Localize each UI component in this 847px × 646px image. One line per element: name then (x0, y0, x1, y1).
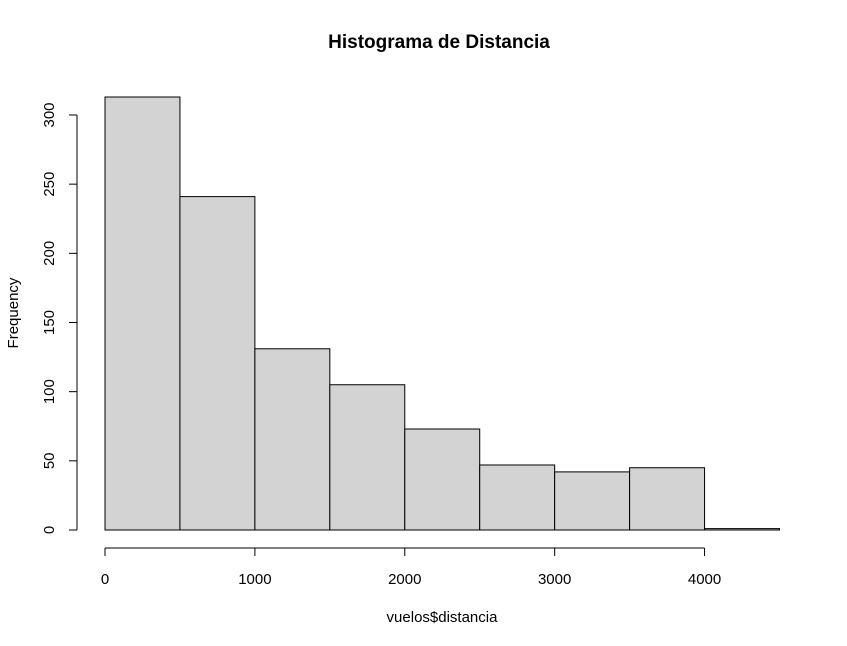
y-tick-label-0: 0 (41, 526, 58, 534)
y-tick-label-1: 50 (41, 452, 58, 469)
histogram-bar-1 (179, 196, 256, 531)
y-axis-label: Frequency (5, 277, 22, 348)
x-tick-label-2: 2000 (388, 571, 421, 588)
y-tick-label-5: 250 (41, 172, 58, 197)
y-tick-label-3: 150 (41, 310, 58, 335)
x-tick-label-4: 4000 (688, 571, 721, 588)
histogram-bar-2 (254, 348, 331, 531)
histogram-bar-8 (704, 528, 780, 531)
histogram-bar-0 (104, 96, 181, 531)
bars-group (104, 96, 780, 531)
y-axis: 0 50 100 150 200 250 300 (41, 102, 78, 534)
x-tick-label-0: 0 (101, 571, 109, 588)
histogram-bar-6 (554, 471, 631, 531)
chart-title: Histograma de Distancia (328, 32, 550, 53)
y-tick-label-4: 200 (41, 241, 58, 266)
histogram-bar-7 (629, 467, 706, 531)
histogram-bar-5 (479, 464, 556, 531)
x-axis: 0 1000 2000 3000 4000 (101, 547, 721, 588)
y-tick-label-6: 300 (41, 102, 58, 127)
y-tick-label-2: 100 (41, 379, 58, 404)
x-axis-label: vuelos$distancia (387, 609, 499, 626)
x-tick-label-3: 3000 (538, 571, 571, 588)
histogram-bar-3 (329, 384, 406, 531)
histogram-bar-4 (404, 428, 481, 531)
x-tick-label-1: 1000 (238, 571, 271, 588)
